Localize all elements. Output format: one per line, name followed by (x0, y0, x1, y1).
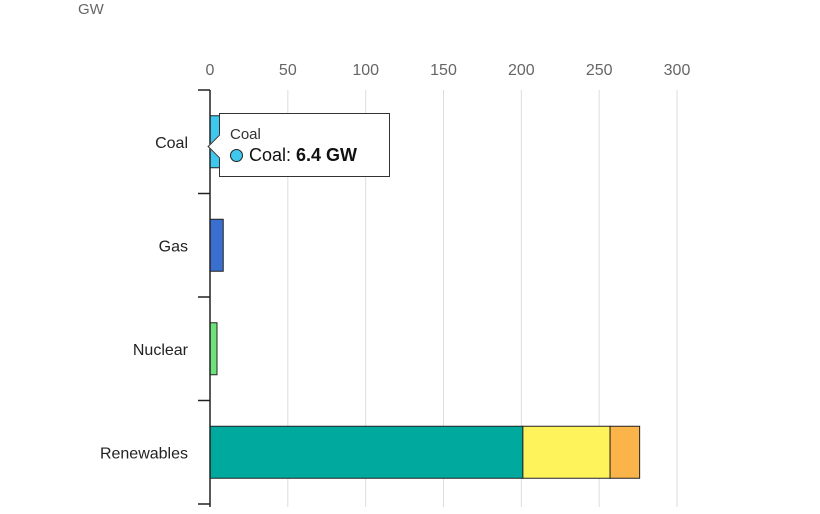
category-label: Gas (159, 238, 188, 255)
category-labels: Coal Gas Nuclear Renewables (100, 135, 189, 463)
x-tick-label: 50 (279, 62, 297, 79)
x-tick-label: 250 (586, 62, 613, 79)
bar-segment[interactable] (209, 322, 218, 376)
y-axis (198, 89, 211, 507)
x-tick-label: 200 (508, 62, 535, 79)
unit-label: GW (78, 1, 104, 18)
bar-segment[interactable] (522, 425, 611, 479)
x-tick-label: 150 (430, 62, 457, 79)
tooltip-series-label: Coal: (249, 145, 292, 165)
bars[interactable] (209, 115, 641, 479)
tooltip-series-dot-icon (230, 149, 243, 162)
tooltip: Coal Coal: 6.4 GW (207, 113, 390, 177)
x-tick-label: 100 (352, 62, 379, 79)
bar-segment[interactable] (609, 425, 641, 479)
tooltip-value: 6.4 GW (296, 145, 358, 165)
category-label: Nuclear (133, 342, 189, 359)
category-label: Coal (155, 135, 188, 152)
category-label: Renewables (100, 445, 188, 462)
x-tick-label: 300 (664, 62, 691, 79)
tooltip-row: Coal: 6.4 GW (230, 145, 357, 166)
bar-segment[interactable] (209, 218, 224, 272)
bar-segment[interactable] (209, 425, 524, 479)
tooltip-title: Coal (230, 126, 261, 143)
x-tick-label: 0 (206, 62, 215, 79)
x-tick-labels: 0 50 100 150 200 250 300 (206, 62, 691, 79)
